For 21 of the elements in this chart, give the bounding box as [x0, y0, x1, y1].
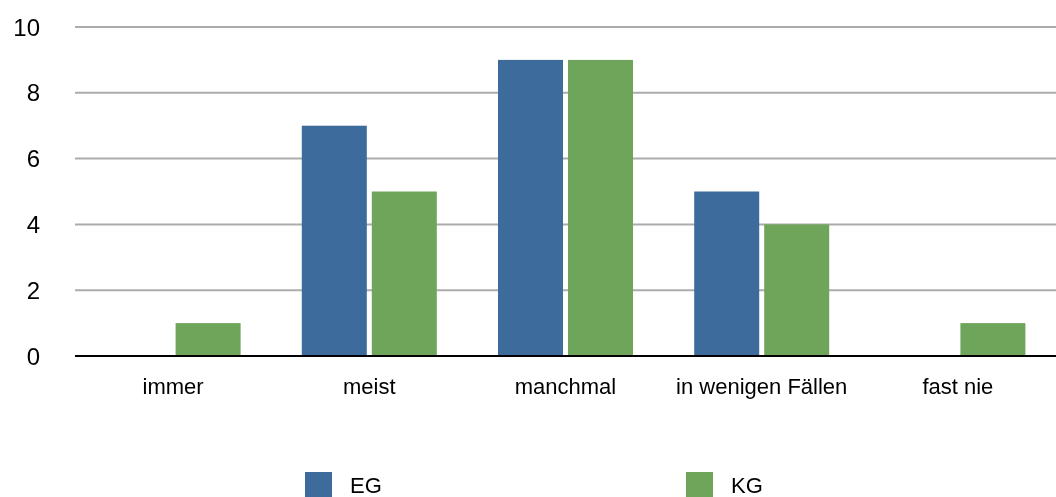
bar — [301, 125, 367, 356]
bar — [175, 323, 241, 356]
bar — [371, 191, 437, 356]
y-tick-label: 8 — [26, 79, 40, 107]
y-tick-label: 2 — [26, 276, 40, 304]
x-tick-label: fast nie — [922, 374, 994, 399]
bar — [568, 59, 633, 356]
bar — [764, 224, 830, 356]
y-tick-label: 6 — [26, 145, 40, 173]
y-tick-label: 0 — [26, 342, 40, 370]
x-tick-label: meist — [343, 374, 396, 399]
y-tick-label: 10 — [13, 13, 40, 41]
x-tick-label: manchmal — [514, 374, 617, 399]
bar — [694, 191, 760, 356]
legend-label: EG — [350, 473, 382, 497]
x-tick-label: immer — [142, 374, 204, 399]
bar — [960, 323, 1026, 356]
legend-label: KG — [731, 473, 763, 497]
x-tick-label: in wenigen Fällen — [676, 374, 848, 399]
bar — [498, 59, 563, 356]
y-tick-label: 4 — [26, 211, 40, 239]
